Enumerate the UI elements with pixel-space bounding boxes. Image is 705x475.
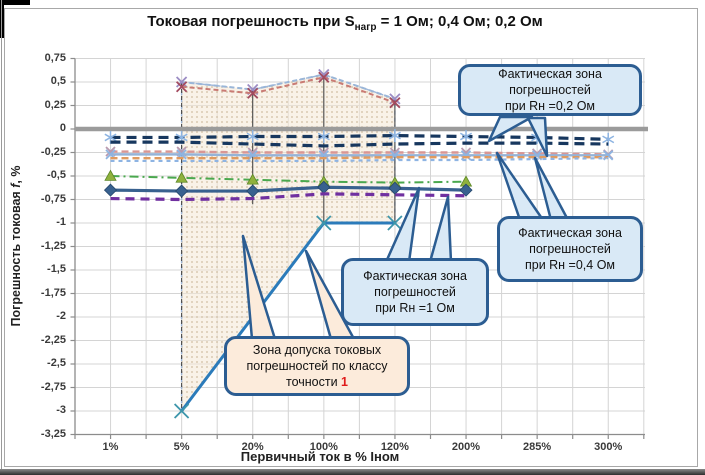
chart-title: Токовая погрешность при Sнагр = 1 Ом; 0,… (30, 13, 660, 33)
callout-line-prefix: точности (285, 375, 342, 389)
y-tick-label: -2,75 (40, 380, 66, 393)
y-axis-title-units: , % (9, 165, 23, 184)
y-axis-title-text: Погрешность токовая (9, 187, 23, 327)
series-rn-1-steelblue (103, 180, 473, 198)
x-tick-label: 300% (594, 441, 623, 453)
callout-line: Зона допуска токовых (252, 343, 382, 357)
chart-frame (4, 8, 698, 467)
callout-line: при Rн =0,2 Ом (504, 99, 596, 113)
callout-line: Фактическая зона (363, 269, 467, 283)
x-tick-label: 100% (309, 441, 338, 453)
x-tick-label: 20% (241, 441, 264, 453)
x-tick-label: 1% (102, 441, 119, 453)
x-tick-label: 200% (451, 441, 481, 453)
x-tick-label: 285% (523, 441, 552, 453)
scan-artifact-corner (0, 0, 30, 5)
y-tick-label: 0,75 (44, 51, 66, 64)
callout-line: погрешностей (529, 242, 611, 256)
x-tick-label: 5% (173, 441, 190, 453)
callout-line: погрешностей (374, 285, 456, 299)
y-tick-label: -1,25 (40, 239, 66, 252)
series-rn-0-2-upper (104, 129, 615, 146)
axes (70, 57, 645, 439)
y-tick-label: -2,5 (47, 357, 66, 369)
scan-artifact-left-edge (1, 0, 2, 475)
y-tick-label: -1,5 (47, 263, 66, 275)
series-tolerance-top-red (175, 71, 401, 109)
series-rn-0-2-lower (110, 140, 609, 148)
y-tick-label: -1,75 (40, 286, 66, 299)
callout-line: погрешностей по классу (246, 359, 388, 373)
y-tick-label: -0,25 (40, 145, 66, 158)
y-tick-label: 0,5 (50, 75, 66, 87)
x-axis-title: Первичный ток в % Iном (240, 449, 400, 464)
class-accuracy-value: 1 (341, 375, 348, 389)
callout-rn-0-4-ohm: Фактическая зона погрешностей при Rн =0,… (497, 216, 643, 282)
y-tick-label: -3 (56, 404, 66, 416)
chart-title-text: Токовая погрешность при S (147, 13, 355, 30)
callout-line: точности 1 (286, 374, 348, 390)
callout-tolerance-zone: Зона допуска токовых погрешностей по кла… (224, 336, 410, 396)
callout-line: при Rн =1 Ом (375, 301, 455, 315)
callout-line: при Rн =0,4 Ом (524, 258, 616, 272)
callout-rn-1-ohm: Фактическая зона погрешностей при Rн =1 … (341, 258, 489, 326)
callout-line: Фактическая зона (498, 67, 602, 81)
y-tick-label: 0 (59, 122, 66, 134)
y-tick-label: -0,75 (40, 192, 66, 205)
chart-title-suffix: = 1 Ом; 0,4 Ом; 0,2 Ом (376, 13, 543, 30)
series-rn-0-4-periwinkle (110, 157, 609, 163)
series-rn-0-4-orange (110, 155, 609, 160)
y-axis-title-symbol: f (9, 183, 23, 188)
y-tick-label: -2 (56, 310, 66, 322)
callout-line: Фактическая зона (518, 226, 622, 240)
y-tick-label: 0,25 (44, 98, 66, 111)
scan-artifact-corner-vertical (0, 0, 4, 38)
y-tick-label: -1 (56, 216, 66, 228)
y-axis-title: Погрешность токовая f, % (9, 166, 23, 327)
y-tick-label: -3,25 (40, 427, 66, 440)
y-tick-label: -2,25 (40, 333, 66, 346)
y-tick-label: -0,5 (47, 169, 66, 181)
scan-artifact-bottom-edge (0, 469, 705, 475)
chart-title-subscript: нагр (354, 22, 377, 33)
callout-rn-0-2-ohm: Фактическая зона погрешностей при Rн =0,… (458, 64, 642, 116)
x-tick-label: 120% (380, 441, 409, 453)
callout-line: погрешностей (509, 83, 591, 97)
